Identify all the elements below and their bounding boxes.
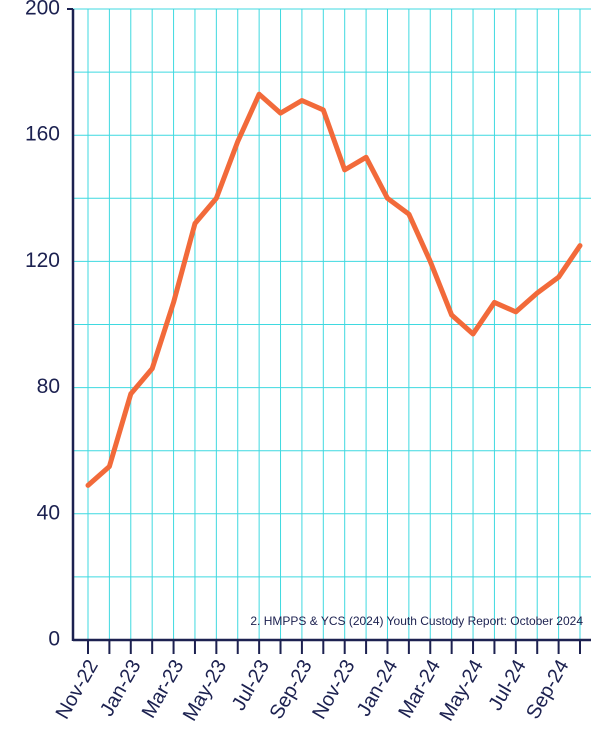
annotation: 2. HMPPS & YCS (2024) Youth Custody Repo…	[250, 614, 583, 628]
x-tick-label: Sep-24	[522, 656, 573, 723]
y-tick-label: 120	[25, 249, 60, 272]
x-tick-label: Jul-23	[228, 656, 274, 714]
y-tick-label: 40	[37, 501, 60, 524]
y-tick-label: 200	[25, 0, 60, 20]
line	[85, 91, 583, 488]
marks	[85, 91, 583, 488]
grid	[73, 8, 591, 641]
x-tick-label: Jul-24	[484, 656, 530, 714]
x-tick-label: Nov-22	[52, 656, 103, 723]
y-tick-label: 80	[37, 375, 60, 398]
x-tick-label: Nov-23	[308, 656, 359, 723]
y-tick-label: 0	[48, 628, 60, 651]
y-tick-label: 160	[25, 123, 60, 146]
